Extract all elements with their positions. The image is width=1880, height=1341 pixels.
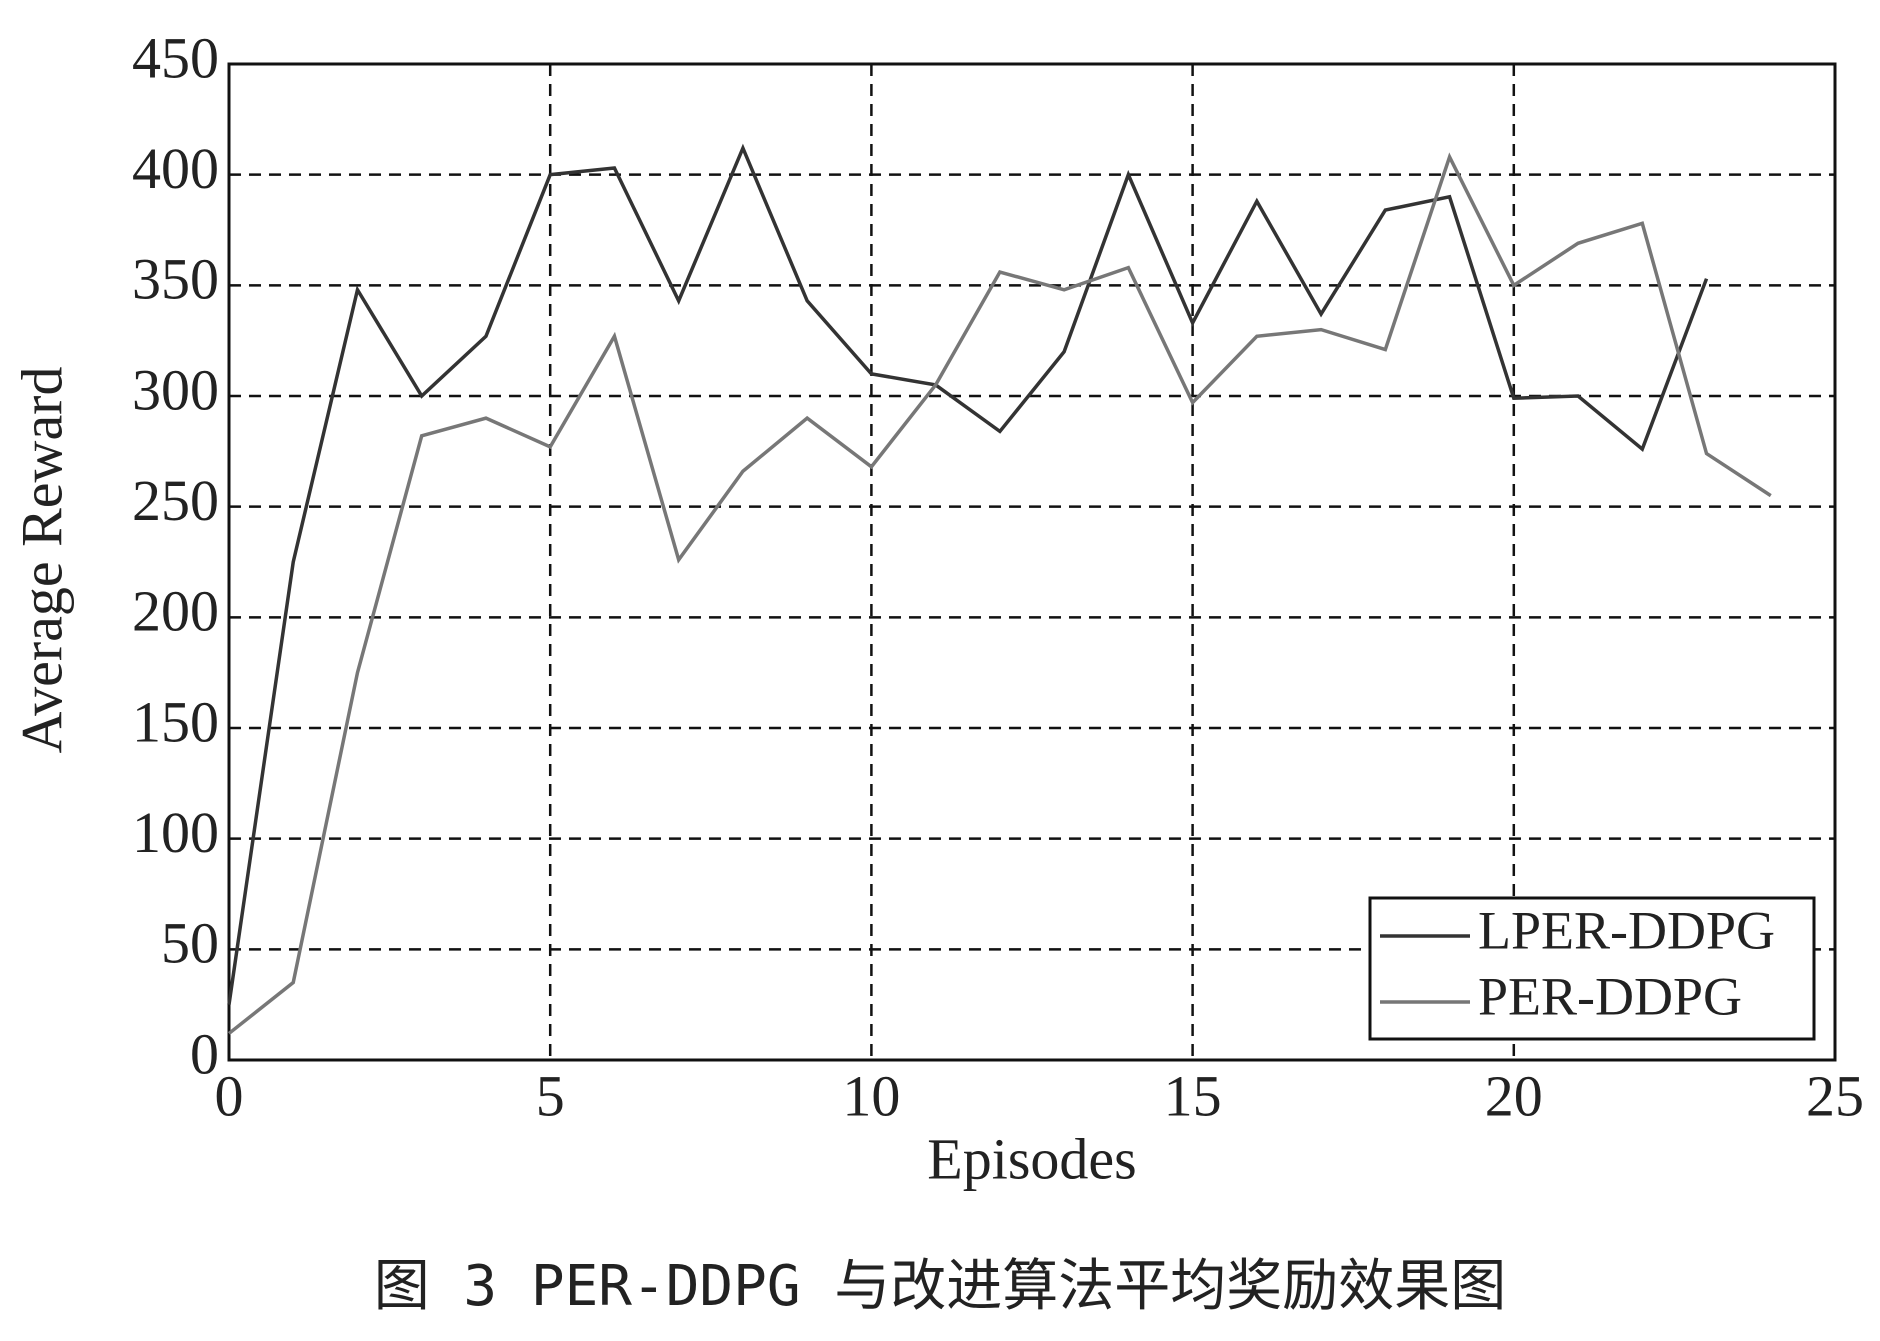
y-tick-label: 100 — [132, 800, 219, 865]
legend-label: PER-DDPG — [1478, 966, 1742, 1026]
y-tick-label: 0 — [190, 1021, 219, 1086]
x-tick-label: 0 — [215, 1063, 244, 1128]
y-tick-label: 150 — [132, 689, 219, 754]
x-tick-label: 20 — [1485, 1063, 1543, 1128]
x-axis-label: Episodes — [927, 1126, 1136, 1191]
x-tick-label: 10 — [842, 1063, 900, 1128]
y-tick-label: 50 — [161, 911, 219, 976]
y-tick-label: 200 — [132, 579, 219, 644]
y-tick-label: 250 — [132, 468, 219, 533]
caption: 图 3 PER-DDPG 与改进算法平均奖励效果图 — [374, 1254, 1507, 1319]
series-line — [227, 152, 1772, 1035]
series-line — [227, 143, 1709, 1005]
plot-frame — [227, 62, 1837, 1062]
y-axis-label: Average Reward — [9, 367, 74, 754]
x-tick-label: 5 — [536, 1063, 565, 1128]
x-tick-label: 25 — [1806, 1063, 1864, 1128]
y-tick-label: 300 — [132, 357, 219, 422]
y-tick-label: 450 — [132, 25, 219, 90]
x-tick-label: 15 — [1164, 1063, 1222, 1128]
y-tick-label: 350 — [132, 247, 219, 312]
legend-label: LPER-DDPG — [1478, 900, 1775, 960]
y-tick-label: 400 — [132, 136, 219, 201]
legend-box — [1368, 896, 1816, 1041]
